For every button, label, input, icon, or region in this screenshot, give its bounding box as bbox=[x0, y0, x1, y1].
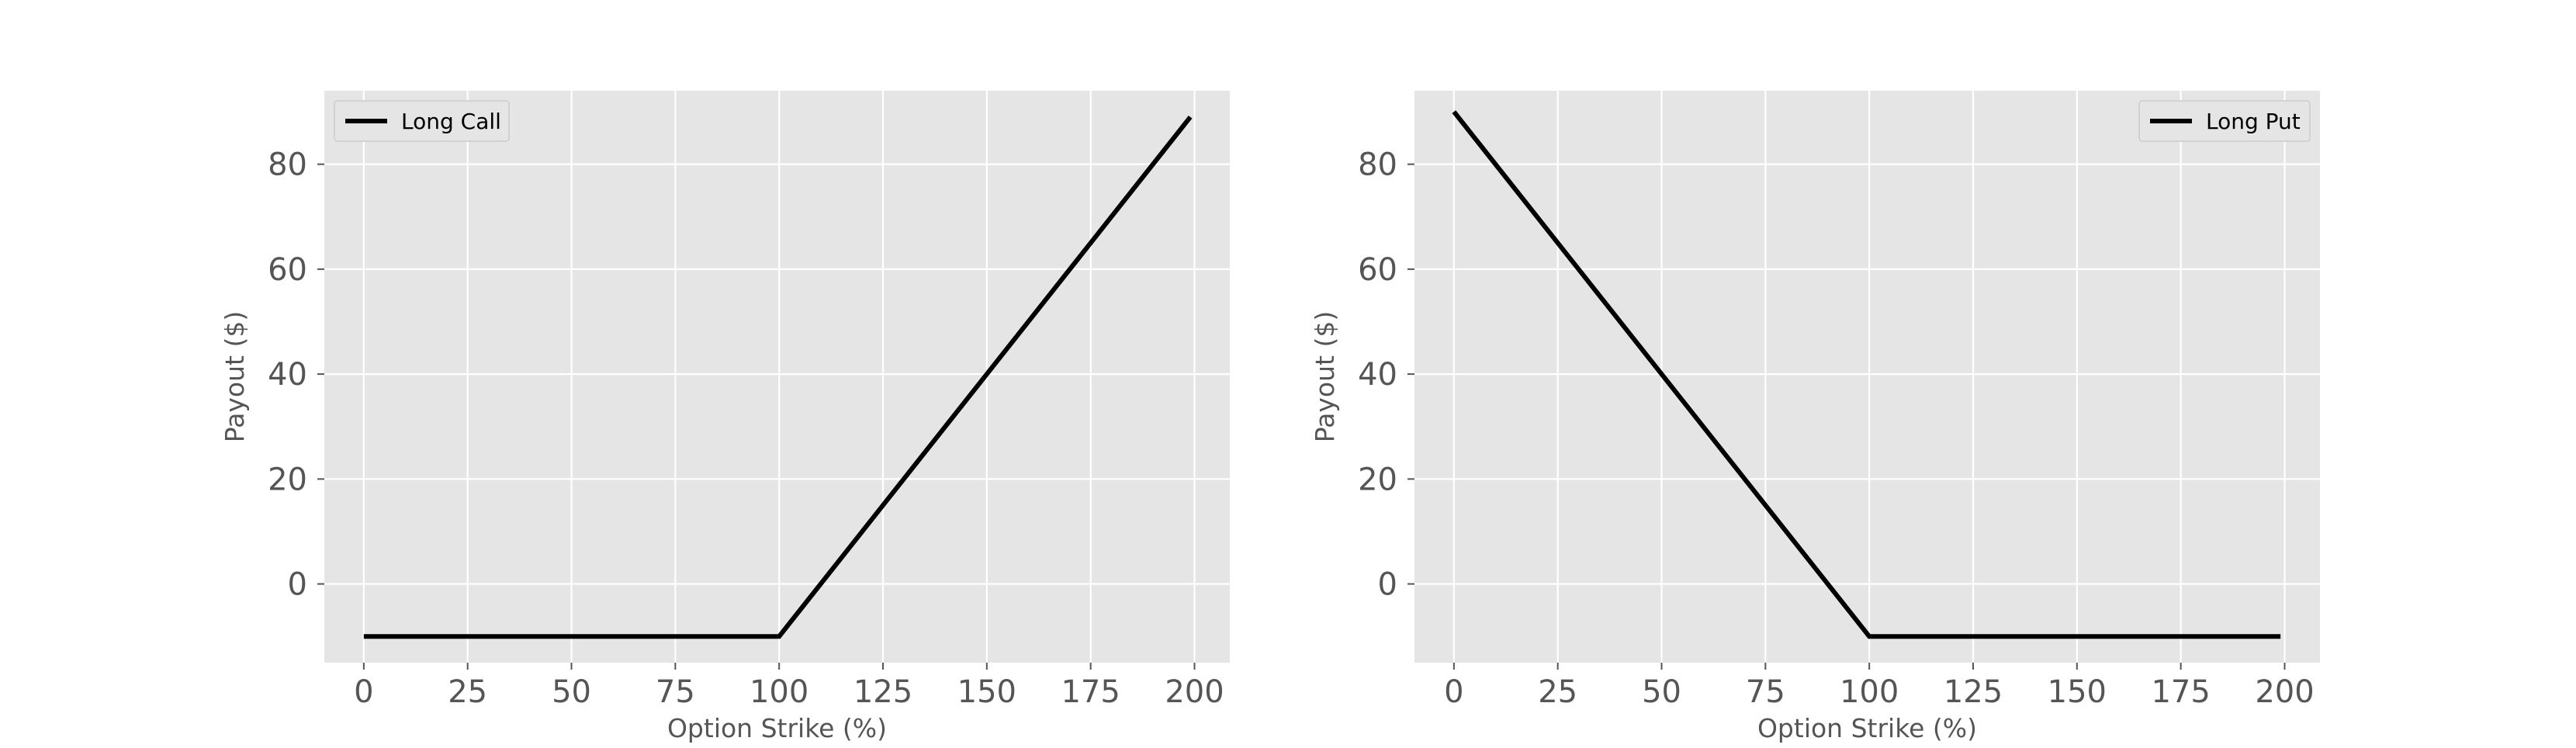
x-tick-label: 100 bbox=[1840, 674, 1899, 710]
y-tick-label: 20 bbox=[268, 462, 307, 497]
x-tick-label: 150 bbox=[957, 674, 1016, 710]
x-tick-label: 125 bbox=[853, 674, 912, 710]
y-tick-label: 40 bbox=[1358, 357, 1397, 393]
x-axis-label: Option Strike (%) bbox=[1757, 713, 1977, 743]
y-tick-label: 60 bbox=[1358, 252, 1397, 288]
x-tick-label: 75 bbox=[1746, 674, 1785, 710]
y-axis-label: Payout ($) bbox=[220, 311, 250, 442]
x-tick-label: 50 bbox=[1642, 674, 1681, 710]
plot-area bbox=[1414, 91, 2320, 663]
legend-label: Long Call bbox=[401, 109, 501, 134]
x-tick-label: 50 bbox=[552, 674, 591, 710]
x-tick-label: 200 bbox=[1165, 674, 1224, 710]
legend: Long Call bbox=[334, 100, 510, 142]
series-line bbox=[1452, 110, 2281, 639]
series-line bbox=[363, 115, 1193, 639]
y-tick-label: 80 bbox=[1358, 147, 1397, 183]
x-tick-label: 75 bbox=[656, 674, 695, 710]
y-tick-label: 0 bbox=[288, 567, 307, 603]
x-tick-label: 25 bbox=[448, 674, 487, 710]
x-tick-label: 125 bbox=[1944, 674, 2003, 710]
y-axis-label: Payout ($) bbox=[1310, 311, 1340, 442]
x-tick-label: 175 bbox=[1061, 674, 1120, 710]
x-tick-label: 0 bbox=[354, 674, 373, 710]
y-tick-label: 20 bbox=[1358, 462, 1397, 497]
x-tick-label: 150 bbox=[2048, 674, 2107, 710]
legend-box bbox=[2138, 100, 2311, 142]
legend-box bbox=[334, 100, 510, 142]
plot-area bbox=[324, 91, 1230, 663]
x-tick-label: 0 bbox=[1444, 674, 1463, 710]
x-tick-label: 200 bbox=[2255, 674, 2314, 710]
y-tick-label: 40 bbox=[268, 357, 307, 393]
x-tick-label: 25 bbox=[1538, 674, 1577, 710]
x-axis-label: Option Strike (%) bbox=[667, 713, 887, 743]
chart-panel-1: 0 25 50 75 100 125 150 175 200 0 20 40 60 80 Option St… bbox=[220, 91, 1230, 743]
chart-panel-2: 0 25 50 75 100 125 150 175 200 0 20 40 60 80 Option St… bbox=[1310, 91, 2320, 743]
x-tick-label: 100 bbox=[750, 674, 808, 710]
x-tick-label: 175 bbox=[2151, 674, 2210, 710]
y-tick-label: 0 bbox=[1378, 567, 1397, 603]
y-tick-label: 80 bbox=[268, 147, 307, 183]
legend-label: Long Put bbox=[2206, 109, 2301, 134]
legend: Long Put bbox=[2138, 100, 2311, 142]
y-tick-label: 60 bbox=[268, 252, 307, 288]
